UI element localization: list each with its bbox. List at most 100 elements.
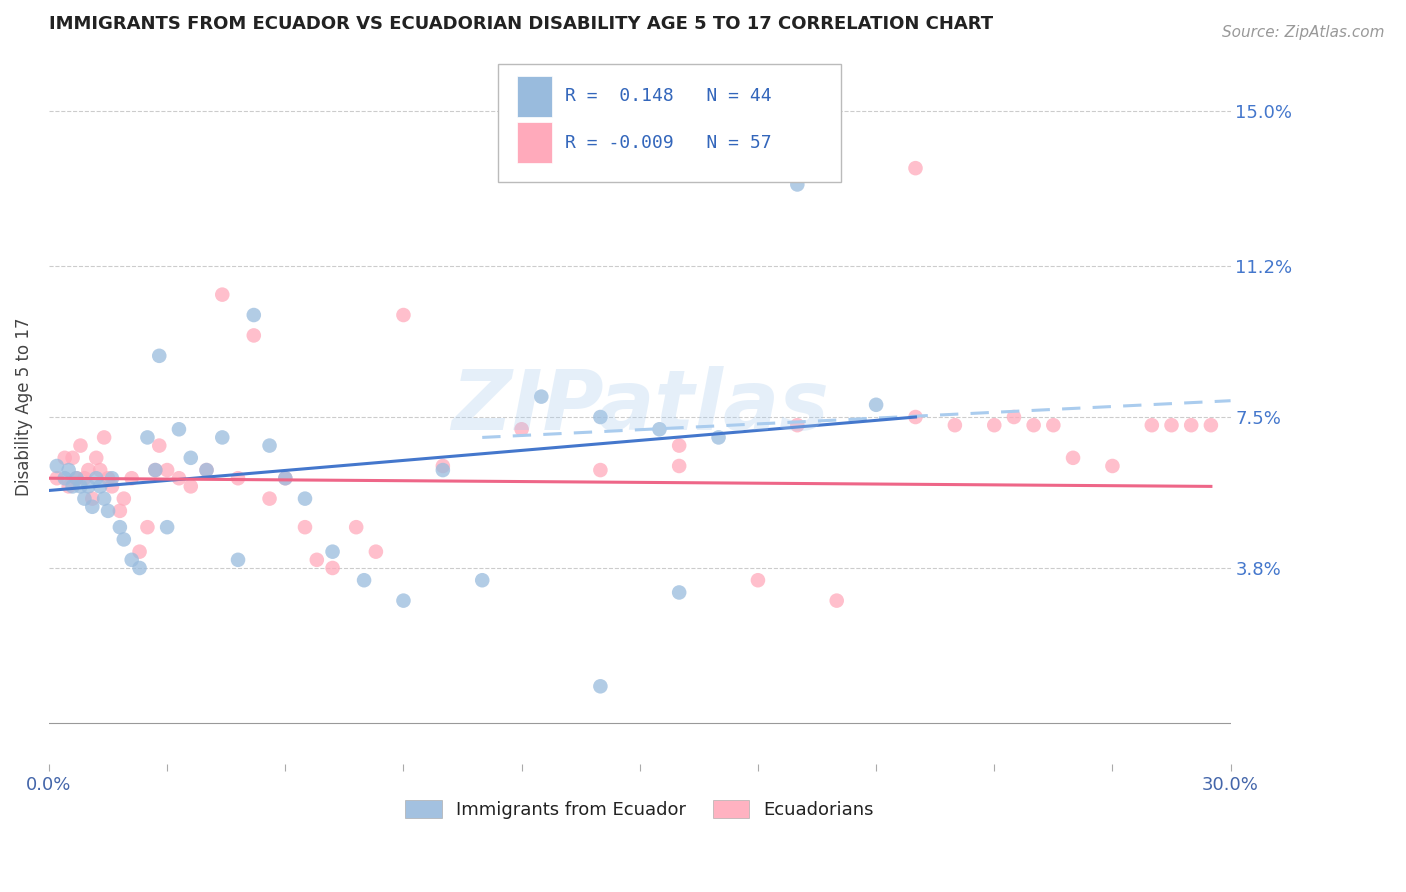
Point — [58, 463, 80, 477]
Point — [1180, 418, 1202, 433]
Point — [53, 450, 76, 465]
Point — [825, 593, 848, 607]
Point — [97, 504, 120, 518]
Point — [112, 533, 135, 547]
Point — [121, 471, 143, 485]
Point — [668, 458, 690, 473]
Point — [69, 479, 91, 493]
Point — [143, 463, 166, 477]
Point — [148, 439, 170, 453]
Point — [1101, 458, 1123, 473]
Point — [243, 328, 266, 343]
Text: R = -0.009   N = 57: R = -0.009 N = 57 — [565, 134, 772, 152]
Point — [156, 463, 179, 477]
Point — [747, 573, 769, 587]
Point — [69, 439, 91, 453]
Point — [668, 585, 690, 599]
Point — [89, 479, 111, 493]
Point — [243, 308, 266, 322]
Point — [101, 471, 124, 485]
Point — [1002, 410, 1025, 425]
Text: IMMIGRANTS FROM ECUADOR VS ECUADORIAN DISABILITY AGE 5 TO 17 CORRELATION CHART: IMMIGRANTS FROM ECUADOR VS ECUADORIAN DI… — [49, 15, 993, 33]
Point — [93, 491, 115, 506]
Y-axis label: Disability Age 5 to 17: Disability Age 5 to 17 — [15, 318, 32, 496]
Point — [274, 471, 297, 485]
Point — [82, 491, 104, 506]
Point — [510, 422, 533, 436]
Point — [136, 430, 159, 444]
Point — [589, 410, 612, 425]
FancyBboxPatch shape — [517, 76, 553, 117]
Point — [1199, 418, 1222, 433]
Text: ZIPatlas: ZIPatlas — [451, 367, 828, 447]
Point — [432, 458, 454, 473]
Point — [904, 161, 927, 176]
Point — [108, 520, 131, 534]
Point — [128, 544, 150, 558]
Point — [121, 553, 143, 567]
Point — [786, 418, 808, 433]
Point — [226, 471, 249, 485]
Point — [786, 178, 808, 192]
Point — [364, 544, 387, 558]
Point — [1140, 418, 1163, 433]
Point — [58, 479, 80, 493]
Point — [904, 410, 927, 425]
Point — [589, 463, 612, 477]
Point — [530, 390, 553, 404]
Point — [668, 439, 690, 453]
Point — [226, 553, 249, 567]
Point — [156, 520, 179, 534]
Point — [983, 418, 1005, 433]
Point — [353, 573, 375, 587]
Point — [211, 287, 233, 301]
Point — [82, 500, 104, 514]
Point — [589, 679, 612, 693]
Point — [73, 491, 96, 506]
Point — [294, 491, 316, 506]
Point — [294, 520, 316, 534]
Point — [45, 471, 67, 485]
Point — [322, 561, 344, 575]
Point — [195, 463, 218, 477]
Point — [167, 422, 190, 436]
Point — [1062, 450, 1084, 465]
Point — [136, 520, 159, 534]
Point — [865, 398, 887, 412]
Point — [143, 463, 166, 477]
Point — [180, 479, 202, 493]
Point — [77, 463, 100, 477]
Point — [53, 471, 76, 485]
Point — [148, 349, 170, 363]
Point — [432, 463, 454, 477]
FancyBboxPatch shape — [498, 64, 841, 182]
Point — [1160, 418, 1182, 433]
Point — [180, 450, 202, 465]
Text: R =  0.148   N = 44: R = 0.148 N = 44 — [565, 87, 772, 105]
Point — [211, 430, 233, 444]
Point — [77, 479, 100, 493]
Point — [93, 430, 115, 444]
Point — [322, 544, 344, 558]
Point — [259, 439, 281, 453]
Point — [648, 422, 671, 436]
Point — [1022, 418, 1045, 433]
Point — [62, 450, 84, 465]
Point — [1042, 418, 1064, 433]
Point — [45, 458, 67, 473]
Point — [89, 463, 111, 477]
Point — [73, 471, 96, 485]
Point — [65, 471, 87, 485]
Point — [128, 561, 150, 575]
Point — [65, 471, 87, 485]
Point — [84, 450, 107, 465]
Point — [101, 479, 124, 493]
Point — [274, 471, 297, 485]
Point — [195, 463, 218, 477]
Point — [707, 430, 730, 444]
Point — [305, 553, 328, 567]
Point — [471, 573, 494, 587]
Text: Source: ZipAtlas.com: Source: ZipAtlas.com — [1222, 25, 1385, 40]
Point — [112, 491, 135, 506]
Point — [62, 479, 84, 493]
